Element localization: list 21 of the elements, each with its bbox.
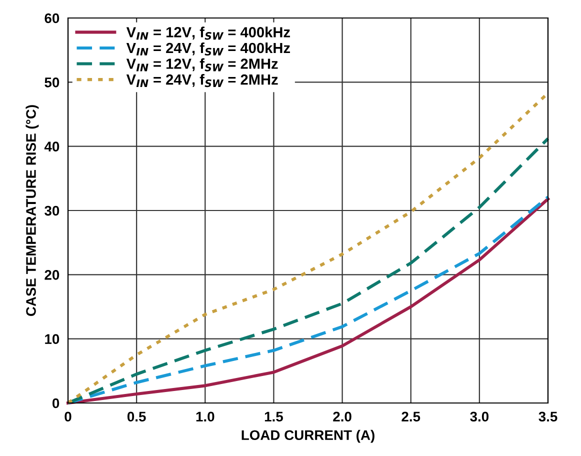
x-tick-label: 1.5 xyxy=(264,412,283,422)
y-axis-title: CASE TEMPERATURE RISE (°C) xyxy=(26,105,39,316)
x-tick-label: 0.5 xyxy=(127,412,146,422)
x-tick-label: 1.0 xyxy=(196,412,214,422)
legend-label: V$_{IN}$ = 12V, f$_{SW}$ = 400kHz xyxy=(126,26,290,40)
legend-label: V$_{IN}$ = 12V, f$_{SW}$ = 2MHz xyxy=(126,58,278,72)
x-tick-label: 0 xyxy=(64,412,72,422)
x-tick-label: 3.5 xyxy=(538,412,558,422)
x-axis-title: LOAD CURRENT (A) xyxy=(242,430,374,443)
legend-label: V$_{IN}$ = 24V, f$_{SW}$ = 2MHz xyxy=(126,74,278,88)
y-tick-label: 60 xyxy=(44,13,60,24)
x-tick-label: 2.5 xyxy=(402,412,420,422)
y-tick-label: 50 xyxy=(44,78,60,88)
y-tick-label: 10 xyxy=(45,334,60,344)
y-tick-label: 0 xyxy=(52,398,60,408)
y-tick-label: 40 xyxy=(44,142,60,152)
legend-label: V$_{IN}$ = 24V, f$_{SW}$ = 400kHz xyxy=(126,42,290,56)
x-tick-label: 2.0 xyxy=(333,412,352,422)
y-tick-label: 30 xyxy=(44,206,60,216)
x-tick-label: 3.0 xyxy=(470,412,489,422)
y-tick-label: 20 xyxy=(44,270,60,280)
